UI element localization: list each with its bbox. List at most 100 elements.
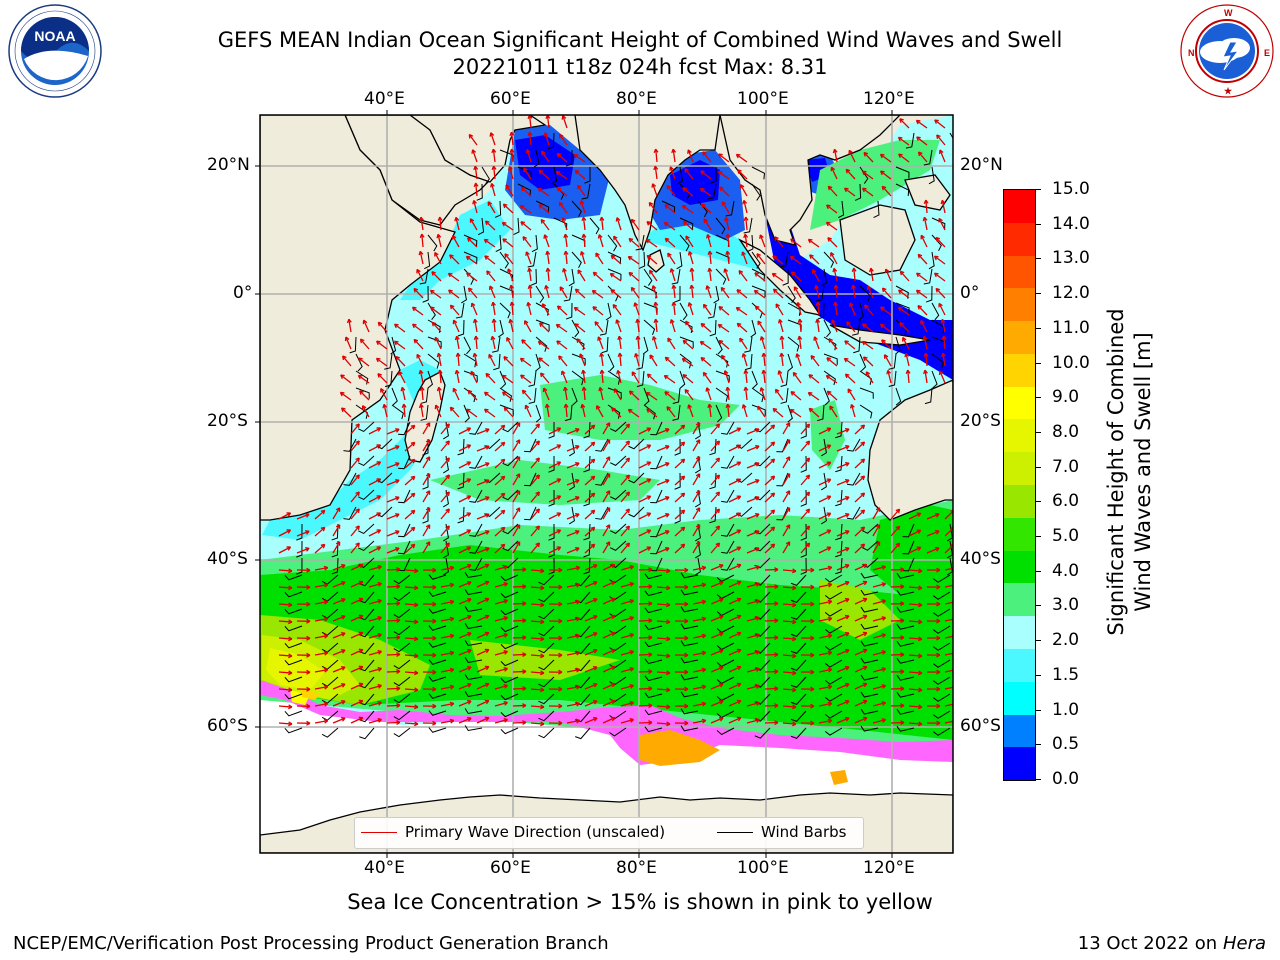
wave-direction-arrow — [383, 404, 388, 418]
wave-arrow-head — [521, 339, 526, 344]
wind-barb — [680, 623, 699, 630]
wave-direction-arrow — [746, 547, 760, 554]
wave-arrow-head — [323, 633, 329, 639]
wind-barb — [790, 642, 807, 654]
wave-arrow-head — [844, 495, 850, 501]
wave-arrow-head — [701, 582, 707, 588]
wave-arrow-head — [323, 616, 329, 622]
wave-direction-arrow — [386, 670, 401, 673]
wave-direction-arrow — [917, 305, 928, 316]
colorbar-cell — [1004, 419, 1035, 453]
wave-direction-arrow — [638, 619, 653, 622]
wind-barb — [790, 710, 807, 722]
lon-label-bottom: 40°E — [364, 858, 405, 878]
wave-direction-arrow — [404, 688, 419, 691]
wave-direction-arrow — [634, 302, 640, 316]
wave-arrow-head — [355, 525, 360, 530]
vector-field — [278, 115, 953, 740]
wave-arrow-head — [805, 440, 811, 446]
wave-arrow-head — [573, 153, 579, 159]
wave-direction-arrow — [556, 340, 568, 350]
wind-barb — [643, 319, 656, 336]
wave-arrow-head — [414, 687, 419, 693]
wave-direction-arrow — [404, 671, 419, 674]
wave-direction-arrow — [489, 285, 496, 299]
wind-barb — [643, 387, 650, 406]
wave-direction-arrow — [656, 603, 671, 606]
wave-arrow-head — [736, 529, 742, 534]
wave-direction-arrow — [574, 323, 586, 333]
map-frame — [259, 114, 954, 854]
wave-arrow-head — [376, 546, 382, 551]
wave-arrow-head — [680, 526, 686, 532]
date-stamp: 13 Oct 2022 on Hera — [1078, 933, 1266, 954]
wave-arrow-head — [605, 490, 611, 495]
wave-arrow-head — [725, 250, 731, 256]
wave-arrow-head — [785, 490, 791, 495]
wave-direction-arrow — [846, 321, 856, 333]
wave-arrow-head — [845, 168, 851, 174]
wave-direction-arrow — [332, 615, 346, 622]
wave-arrow-head — [305, 547, 310, 552]
wave-arrow-head — [466, 597, 472, 603]
wave-arrow-head — [486, 270, 491, 275]
wind-barb — [820, 438, 827, 457]
wave-arrow-head — [413, 287, 419, 293]
wave-arrow-head — [340, 666, 346, 671]
wave-arrow-head — [844, 648, 850, 654]
wave-arrow-head — [831, 319, 836, 324]
wave-direction-arrow — [620, 582, 634, 588]
wave-direction-arrow — [422, 507, 431, 520]
wind-barb — [925, 285, 933, 303]
wave-direction-arrow — [419, 370, 424, 384]
wave-direction-arrow — [566, 566, 580, 571]
wave-arrow-head — [938, 149, 944, 155]
wave-direction-arrow — [656, 586, 671, 589]
wave-arrow-head — [575, 599, 581, 605]
wave-arrow-head — [590, 492, 596, 498]
wave-arrow-head — [341, 407, 346, 412]
wind-barb — [932, 659, 951, 668]
wave-arrow-head — [755, 445, 760, 450]
wind-barb — [607, 251, 622, 265]
wave-arrow-head — [829, 405, 834, 411]
wave-arrow-head — [470, 302, 476, 308]
wave-arrow-head — [809, 254, 814, 259]
wave-direction-arrow — [476, 513, 490, 520]
wave-direction-arrow — [512, 422, 521, 435]
wave-arrow-head — [792, 371, 798, 377]
wave-arrow-head — [466, 614, 472, 620]
wave-direction-arrow — [687, 149, 694, 163]
wind-barb — [787, 336, 800, 352]
wind-barb — [358, 523, 375, 535]
wave-arrow-head — [792, 636, 797, 642]
wave-arrow-head — [936, 134, 941, 139]
wave-direction-arrow — [862, 340, 874, 350]
wave-direction-arrow — [792, 372, 802, 384]
wave-arrow-head — [395, 513, 400, 518]
wave-direction-arrow — [834, 302, 838, 316]
wave-direction-arrow — [386, 496, 400, 503]
wave-arrow-head — [826, 495, 832, 500]
wave-direction-arrow — [278, 529, 291, 537]
wave-direction-arrow — [916, 119, 928, 129]
wave-arrow-head — [741, 404, 747, 409]
wave-direction-arrow — [674, 458, 686, 469]
wave-direction-arrow — [476, 496, 490, 503]
wave-arrow-head — [705, 387, 711, 392]
wave-direction-arrow — [944, 601, 953, 605]
wave-arrow-head — [702, 303, 708, 309]
wave-arrow-head — [851, 267, 857, 272]
wave-direction-arrow — [537, 188, 550, 197]
wave-arrow-head — [684, 388, 690, 394]
wave-direction-arrow — [746, 445, 760, 452]
wave-arrow-head — [597, 336, 602, 341]
wave-arrow-head — [646, 254, 652, 260]
wave-arrow-head — [358, 648, 364, 654]
wave-direction-arrow — [800, 474, 810, 486]
wind-barb — [847, 506, 861, 520]
wave-direction-arrow — [872, 583, 886, 588]
wave-arrow-head — [701, 633, 707, 639]
wave-arrow-head — [702, 151, 707, 156]
wave-direction-arrow — [530, 491, 540, 503]
